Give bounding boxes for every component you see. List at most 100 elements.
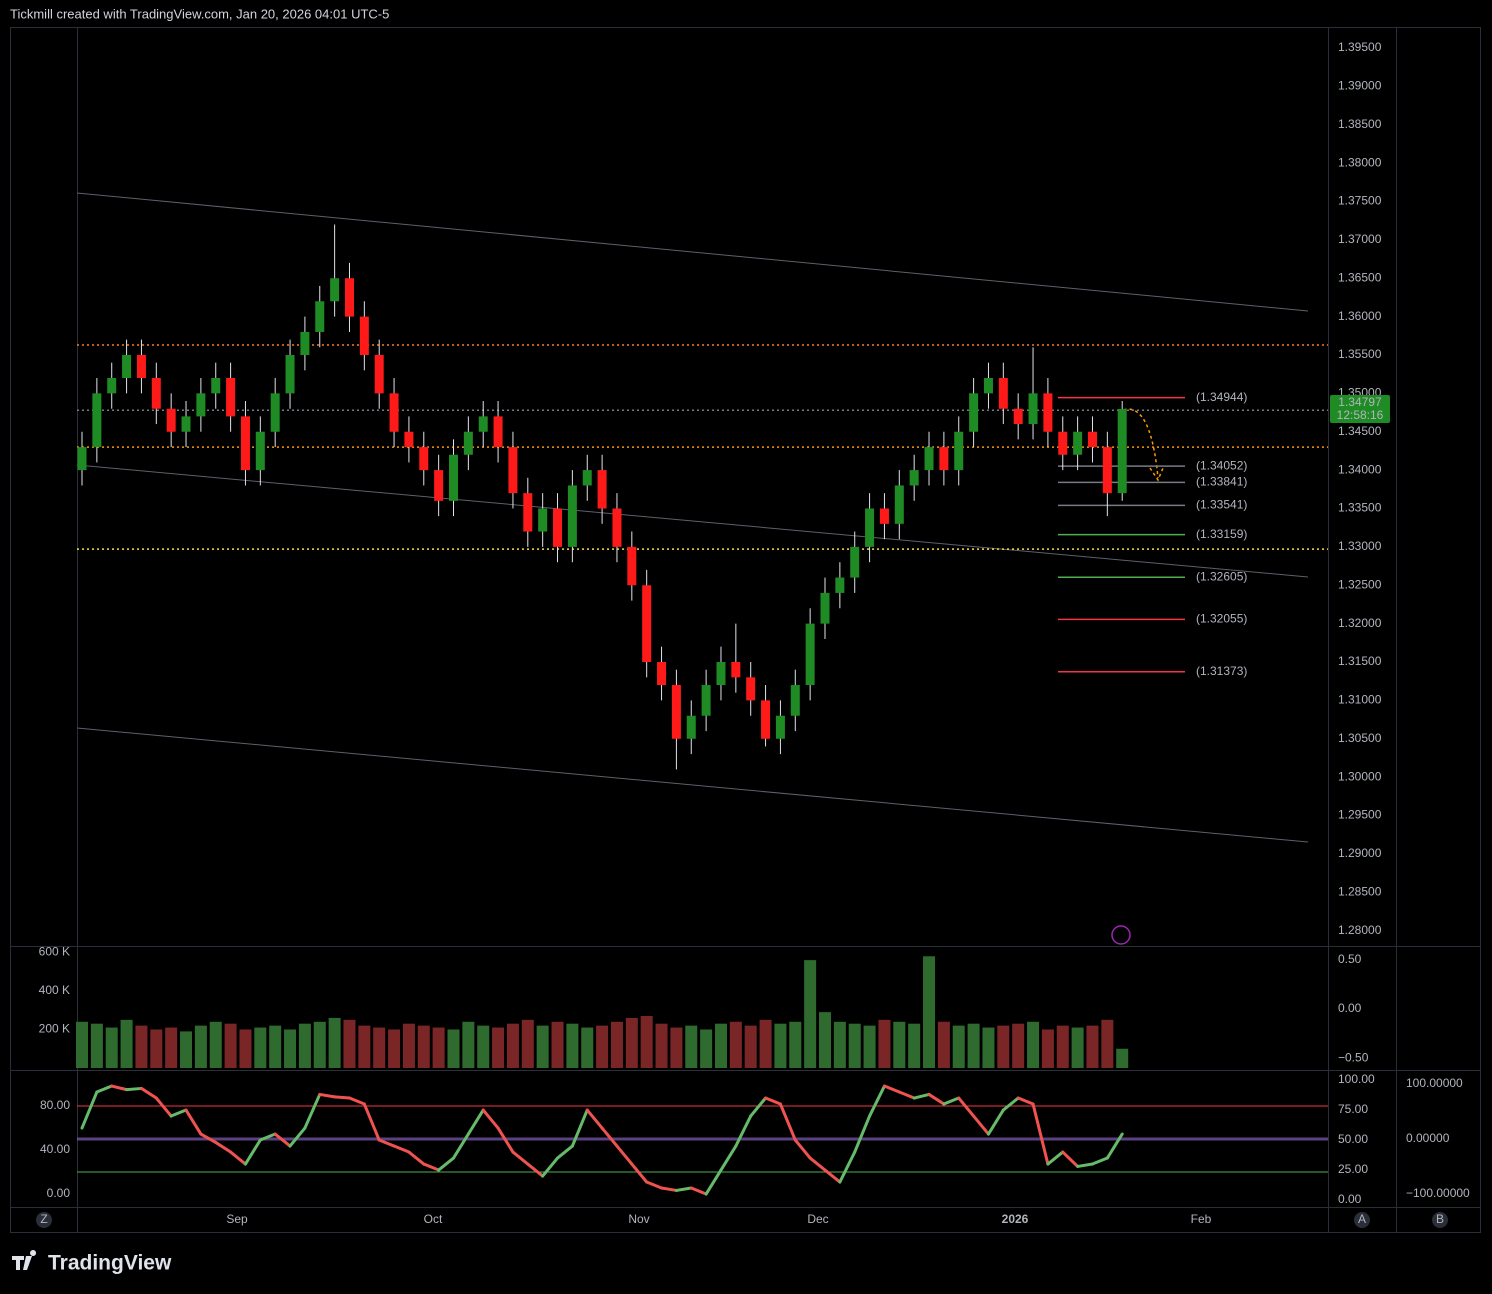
candle-body [761,700,771,739]
oscillator-segment [496,1126,515,1154]
candle-body [1073,431,1083,455]
oscillator-segment [199,1132,218,1144]
volume-bar [373,1027,386,1068]
candle-body [567,485,577,547]
x-tick-label: Nov [628,1212,649,1226]
y-tick-label: 1.33000 [1338,539,1382,553]
oscillator-segment [273,1132,292,1148]
oscillator-segment [734,1114,753,1148]
oscillator-segment [645,1180,664,1190]
level-label: (1.31373) [1196,664,1247,678]
oscillator-segment [229,1150,247,1166]
y-tick-label: −100.00000 [1406,1186,1470,1200]
level-label: (1.32055) [1196,612,1247,626]
volume-bar [937,1021,950,1068]
volume-bar [804,960,817,1068]
oscillator-segment [481,1108,500,1130]
candle-body [820,592,830,624]
candle-body [1058,431,1068,455]
level-label: (1.33541) [1196,498,1247,512]
volume-bar [447,1029,460,1068]
y-tick-label: 1.39000 [1338,79,1382,93]
oscillator-segment [1076,1162,1094,1168]
volume-bar [1041,1029,1054,1068]
y-tick-label: 1.29500 [1338,808,1382,822]
scale-button[interactable]: A [1358,1212,1366,1226]
candle-body [731,662,741,678]
candle-body [449,454,458,501]
volume-bar [343,1019,356,1068]
candle-body [716,662,726,686]
scale-button[interactable]: Z [40,1212,47,1226]
y-tick-label: 1.28500 [1338,884,1382,898]
oscillator-segment [214,1140,233,1154]
candle-body [1102,447,1112,494]
candle-body [553,508,563,547]
candle-body [508,447,518,494]
volume-bar [432,1027,445,1068]
candle-body [136,354,146,379]
candle-body [374,354,384,394]
volume-bar [194,1025,207,1068]
oscillator-segment [110,1084,129,1092]
oscillator-segment [764,1096,782,1106]
oscillator-segment [392,1144,411,1154]
oscillator-segment [407,1150,426,1166]
y-tick-label: 0.50 [1338,952,1362,966]
volume-bar [284,1029,297,1068]
oscillator-segment [1046,1150,1065,1166]
oscillator-segment [942,1096,961,1106]
candle-body [478,416,488,432]
volume-bar [521,1019,534,1068]
volume-bar [878,1019,891,1068]
candle-body [701,685,711,716]
volume-bar [224,1023,237,1068]
volume-bar [774,1023,787,1068]
oscillator-segment [853,1114,872,1154]
candle-body [404,431,414,448]
candle-body [359,316,369,355]
volume-bar [254,1027,267,1068]
oscillator-segment [452,1132,470,1160]
y-tick-label: 1.30500 [1338,731,1382,745]
candle-body [642,585,652,663]
oscillator-segment [1031,1102,1050,1166]
candle-body [1087,431,1097,448]
candle-body [1043,393,1053,432]
oscillator-segment [585,1108,604,1130]
volume-bar [462,1021,475,1068]
candle-body [686,715,696,739]
y-tick-label: 100.00 [1338,1072,1375,1086]
oscillator-segment [95,1084,114,1094]
oscillator-segment [139,1086,158,1100]
y-tick-label: 600 K [39,945,70,959]
level-label: (1.34944) [1196,390,1247,404]
oscillator-segment [972,1114,990,1136]
candle-body [523,493,533,532]
volume-bar [952,1025,965,1068]
oscillator-segment [437,1156,455,1172]
volume-bar [536,1025,549,1068]
candle-body [270,393,280,432]
x-tick-label: Sep [226,1212,248,1226]
volume-bar [1086,1025,1099,1068]
volume-bar [180,1031,193,1068]
candle-body [671,685,681,739]
oscillator-segment [808,1156,827,1172]
x-tick-label: Oct [424,1212,443,1226]
oscillator-segment [80,1090,99,1130]
volume-bar [1056,1025,1069,1068]
oscillator-segment [897,1090,916,1100]
candle-body [597,470,607,509]
y-tick-label: 1.31500 [1338,654,1382,668]
volume-bar [863,1025,876,1068]
oscillator-segment [1016,1096,1035,1106]
candle-body [954,431,964,471]
volume-bar [1027,1021,1040,1068]
oscillator-segment [1061,1150,1080,1168]
y-tick-label: 0.00 [47,1186,71,1200]
y-tick-label: 1.39500 [1338,40,1382,54]
scale-button[interactable]: B [1436,1212,1444,1226]
